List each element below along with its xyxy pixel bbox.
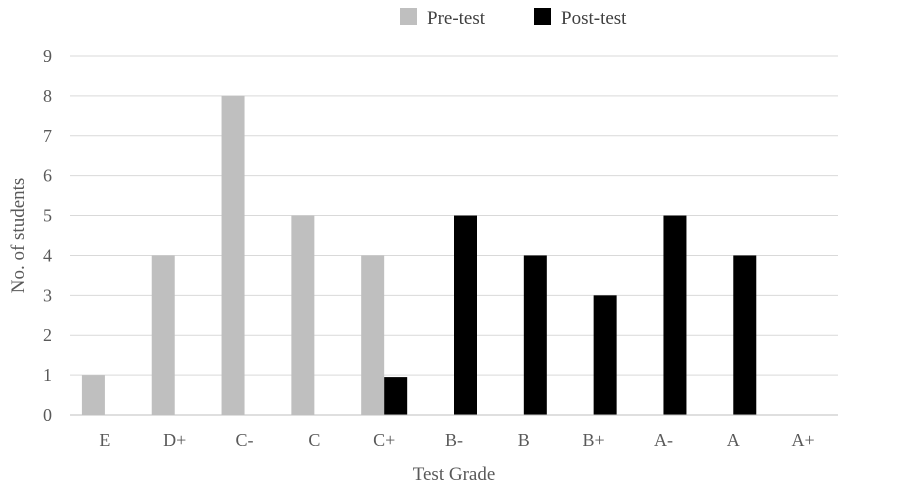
y-tick-label: 1 xyxy=(43,365,52,385)
legend-label: Pre-test xyxy=(427,8,486,29)
y-axis-ticks: 0 1 2 3 4 5 6 7 8 9 xyxy=(43,46,52,425)
y-axis-label: No. of students xyxy=(8,178,29,294)
x-tick-label: A- xyxy=(654,430,673,450)
bar-pre-test-C- xyxy=(221,95,245,415)
x-tick-label: A+ xyxy=(792,430,815,450)
y-tick-label: 9 xyxy=(43,46,52,66)
y-tick-label: 0 xyxy=(43,405,52,425)
bars xyxy=(81,95,757,415)
bar-pre-test-C+ xyxy=(361,255,385,415)
x-tick-label: E xyxy=(99,430,110,450)
bar-pre-test-E xyxy=(81,375,105,415)
y-tick-label: 8 xyxy=(43,86,52,106)
x-tick-label: B xyxy=(518,430,530,450)
legend: Pre-test Post-test xyxy=(400,8,627,29)
bar-post-test-B+ xyxy=(593,295,617,415)
x-tick-label: B- xyxy=(445,430,463,450)
bar-post-test-B- xyxy=(454,215,477,415)
y-tick-label: 4 xyxy=(43,245,52,265)
x-tick-label: A xyxy=(727,430,740,450)
legend-label: Post-test xyxy=(561,8,627,29)
x-tick-label: C xyxy=(308,430,320,450)
x-tick-label: C+ xyxy=(373,430,395,450)
bar-post-test-A- xyxy=(663,215,687,415)
x-axis-label: Test Grade xyxy=(413,464,496,485)
y-tick-label: 2 xyxy=(43,325,52,345)
bar-post-test-A xyxy=(733,255,757,415)
y-tick-label: 5 xyxy=(43,206,52,226)
x-tick-label: C- xyxy=(236,430,254,450)
x-tick-label: D+ xyxy=(163,430,186,450)
x-tick-label: B+ xyxy=(583,430,605,450)
y-tick-label: 3 xyxy=(43,285,52,305)
bar-post-test-C+ xyxy=(384,377,408,415)
y-tick-label: 6 xyxy=(43,166,52,186)
bar-post-test-B xyxy=(523,255,547,415)
x-axis-ticks: E D+ C- C C+ B- B B+ A- A A+ xyxy=(99,430,814,450)
legend-swatch-post-test xyxy=(534,8,551,25)
legend-swatch-pre-test xyxy=(400,8,417,25)
y-tick-label: 7 xyxy=(43,126,52,146)
bar-pre-test-D+ xyxy=(151,255,175,415)
bar-pre-test-C xyxy=(291,215,315,415)
